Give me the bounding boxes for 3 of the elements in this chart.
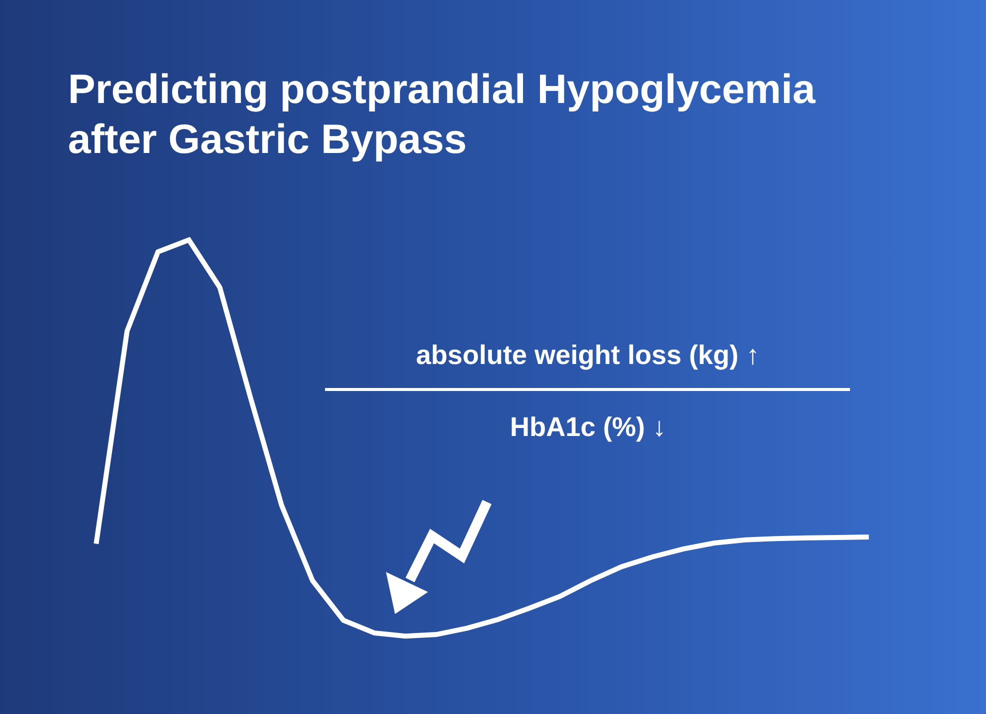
annotation: HbA1c (%) ↓: [510, 412, 666, 442]
chart-title: Predicting postprandial Hypoglycemia after Gastric Bypass: [68, 65, 816, 164]
annotation: absolute weight loss (kg) ↑: [416, 340, 760, 370]
